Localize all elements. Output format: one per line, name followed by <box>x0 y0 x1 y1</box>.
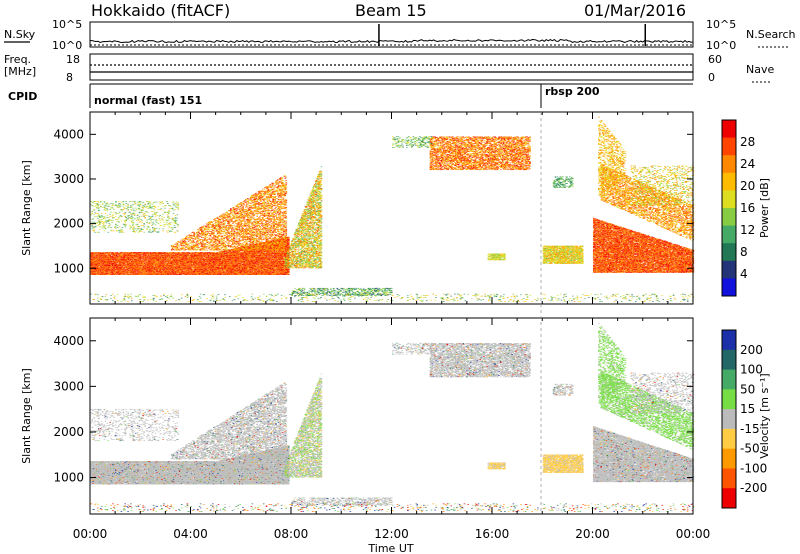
power-cell <box>97 266 99 267</box>
power-cell <box>100 270 102 271</box>
power-cell <box>103 252 105 253</box>
power-cell <box>94 255 96 256</box>
power-cell <box>95 272 97 273</box>
freq-tick-bottom: 8 <box>66 71 73 84</box>
power-cell <box>109 255 111 256</box>
power-cell <box>97 273 99 274</box>
power-cell <box>102 273 104 274</box>
power-cell <box>102 261 104 262</box>
power-cell <box>99 263 101 264</box>
power-cell <box>108 253 110 254</box>
freq-label-2: [MHz] <box>4 65 36 78</box>
power-cell <box>105 272 107 273</box>
cpid-label: CPID <box>8 90 37 103</box>
power-cell <box>105 256 107 257</box>
power-cell <box>95 274 97 275</box>
nsearch-tick-top: 10^5 <box>706 18 736 31</box>
nave-tick-top: 60 <box>708 53 722 66</box>
date-title: 01/Mar/2016 <box>584 1 686 20</box>
power-cell <box>94 254 96 255</box>
power-cell <box>106 255 108 256</box>
power-cell <box>99 258 101 259</box>
power-cell <box>98 270 100 271</box>
nave-tick-bottom: 0 <box>708 71 715 84</box>
power-cell <box>106 272 108 273</box>
power-cell <box>94 254 96 255</box>
power-cell <box>107 274 109 275</box>
power-cell <box>93 256 95 257</box>
power-cell <box>104 270 106 271</box>
power-cell <box>109 270 111 271</box>
cpid-mode-1: normal (fast) 151 <box>94 94 202 107</box>
power-cell <box>97 254 99 255</box>
power-cell <box>101 256 103 257</box>
nsky-label: N.Sky <box>4 28 36 41</box>
radar-summary-plot: Hokkaido (fitACF) Beam 15 01/Mar/2016 N.… <box>0 0 800 554</box>
power-cell <box>109 273 111 274</box>
power-cell <box>90 258 92 259</box>
power-cell <box>92 272 94 273</box>
power-cell <box>104 254 106 255</box>
power-cell <box>108 268 110 269</box>
nsearch-label: N.Search <box>746 28 796 41</box>
freq-tick-top: 18 <box>66 53 80 66</box>
nave-label: Nave <box>746 63 774 76</box>
power-cell <box>93 260 95 261</box>
power-cell <box>108 257 110 258</box>
power-cell <box>91 270 93 271</box>
power-cell <box>109 264 111 265</box>
nsky-panel <box>90 22 693 47</box>
power-cell <box>92 253 94 254</box>
power-cell <box>94 257 96 258</box>
freq-panel <box>90 54 693 80</box>
power-cell <box>100 252 102 253</box>
power-cell <box>99 266 101 267</box>
power-cell <box>102 266 104 267</box>
power-cell <box>91 255 93 256</box>
power-data <box>90 117 694 302</box>
beam-title: Beam 15 <box>355 1 427 20</box>
power-cell <box>106 267 108 268</box>
nsearch-tick-bottom: 10^0 <box>706 39 736 52</box>
power-cell <box>109 263 111 264</box>
cpid-mode-2: rbsp 200 <box>545 85 600 98</box>
power-cell <box>99 258 101 259</box>
power-cell <box>98 272 100 273</box>
nsky-tick-bottom: 10^0 <box>52 39 82 52</box>
station-title: Hokkaido (fitACF) <box>91 1 230 20</box>
power-cell <box>92 267 94 268</box>
nsky-line <box>90 40 693 43</box>
power-cell <box>105 258 107 259</box>
power-cell <box>105 254 107 255</box>
power-cell <box>90 257 92 258</box>
nsky-tick-top: 10^5 <box>52 18 82 31</box>
power-cell <box>101 262 103 263</box>
power-cell <box>92 266 94 267</box>
nsky-trace <box>90 24 693 46</box>
